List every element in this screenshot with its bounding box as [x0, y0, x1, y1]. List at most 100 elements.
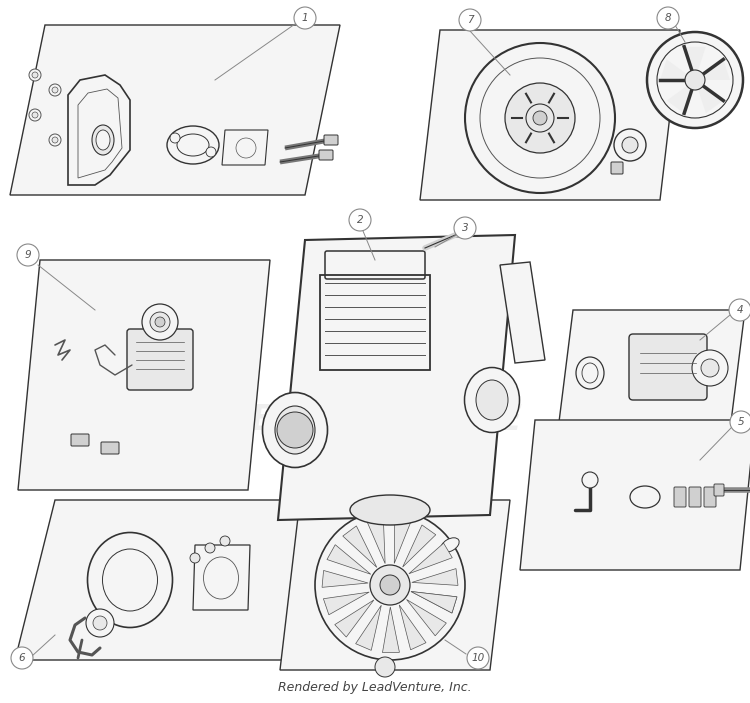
- Text: 2: 2: [357, 215, 363, 225]
- Circle shape: [526, 104, 554, 132]
- Polygon shape: [323, 592, 369, 615]
- Circle shape: [480, 58, 600, 178]
- Ellipse shape: [103, 549, 158, 611]
- Circle shape: [701, 359, 719, 377]
- Polygon shape: [327, 545, 370, 574]
- Polygon shape: [684, 46, 706, 80]
- Circle shape: [11, 647, 33, 669]
- Circle shape: [467, 647, 489, 669]
- FancyBboxPatch shape: [704, 487, 716, 507]
- Polygon shape: [356, 605, 381, 650]
- Polygon shape: [15, 500, 360, 660]
- Polygon shape: [420, 30, 680, 200]
- FancyBboxPatch shape: [325, 251, 425, 279]
- Circle shape: [155, 317, 165, 327]
- Text: 9: 9: [25, 250, 32, 260]
- Polygon shape: [411, 591, 457, 613]
- Polygon shape: [695, 80, 723, 113]
- Circle shape: [206, 147, 216, 157]
- Circle shape: [459, 9, 481, 31]
- Circle shape: [458, 226, 468, 236]
- Circle shape: [380, 575, 400, 595]
- Circle shape: [49, 84, 61, 96]
- FancyBboxPatch shape: [611, 162, 623, 174]
- Circle shape: [220, 536, 230, 546]
- Ellipse shape: [630, 486, 660, 508]
- Circle shape: [729, 299, 750, 321]
- Text: 7: 7: [466, 15, 473, 25]
- Polygon shape: [382, 607, 400, 652]
- Polygon shape: [403, 525, 436, 567]
- Polygon shape: [406, 600, 446, 636]
- Circle shape: [49, 134, 61, 146]
- Text: 4: 4: [736, 305, 743, 315]
- Text: 8: 8: [664, 13, 671, 23]
- Polygon shape: [667, 80, 695, 113]
- Polygon shape: [18, 260, 270, 490]
- Ellipse shape: [576, 357, 604, 389]
- Polygon shape: [411, 591, 457, 613]
- Ellipse shape: [177, 134, 209, 156]
- Circle shape: [622, 137, 638, 153]
- Text: 3: 3: [462, 223, 468, 233]
- Circle shape: [29, 109, 41, 121]
- Ellipse shape: [203, 557, 238, 599]
- Text: 1: 1: [302, 13, 308, 23]
- Ellipse shape: [88, 532, 172, 628]
- Polygon shape: [394, 517, 412, 563]
- Polygon shape: [334, 600, 374, 637]
- Polygon shape: [278, 235, 515, 520]
- Circle shape: [657, 42, 733, 118]
- Ellipse shape: [275, 406, 315, 454]
- Ellipse shape: [582, 363, 598, 383]
- Circle shape: [454, 217, 476, 239]
- FancyBboxPatch shape: [71, 434, 89, 446]
- Ellipse shape: [476, 380, 508, 420]
- Polygon shape: [68, 75, 130, 185]
- Polygon shape: [412, 569, 458, 586]
- Circle shape: [86, 609, 114, 637]
- Ellipse shape: [236, 138, 256, 158]
- Polygon shape: [695, 60, 730, 80]
- Polygon shape: [660, 60, 695, 80]
- Circle shape: [150, 312, 170, 332]
- Polygon shape: [193, 545, 250, 610]
- Text: Rendered by LeadVenture, Inc.: Rendered by LeadVenture, Inc.: [278, 681, 472, 695]
- Polygon shape: [520, 420, 750, 570]
- Polygon shape: [399, 605, 426, 650]
- Circle shape: [370, 565, 410, 605]
- Circle shape: [582, 472, 598, 488]
- Circle shape: [505, 83, 575, 153]
- Circle shape: [730, 411, 750, 433]
- Polygon shape: [10, 25, 340, 195]
- FancyBboxPatch shape: [674, 487, 686, 507]
- Circle shape: [277, 412, 313, 448]
- FancyBboxPatch shape: [127, 329, 193, 390]
- Circle shape: [375, 657, 395, 677]
- Ellipse shape: [92, 125, 114, 155]
- Circle shape: [349, 209, 371, 231]
- Circle shape: [142, 304, 178, 340]
- Circle shape: [17, 244, 39, 266]
- Polygon shape: [280, 500, 510, 670]
- Circle shape: [315, 510, 465, 660]
- Polygon shape: [78, 89, 122, 178]
- Ellipse shape: [350, 495, 430, 525]
- Ellipse shape: [262, 392, 328, 467]
- Circle shape: [29, 69, 41, 81]
- Circle shape: [614, 129, 646, 161]
- Circle shape: [294, 7, 316, 29]
- FancyBboxPatch shape: [629, 334, 707, 400]
- Text: 10: 10: [471, 653, 484, 663]
- Circle shape: [685, 70, 705, 90]
- Polygon shape: [222, 130, 268, 165]
- Circle shape: [205, 543, 215, 553]
- Circle shape: [657, 7, 679, 29]
- FancyBboxPatch shape: [324, 135, 338, 145]
- FancyBboxPatch shape: [689, 487, 701, 507]
- Circle shape: [190, 553, 200, 563]
- Polygon shape: [343, 526, 376, 567]
- Polygon shape: [558, 310, 745, 430]
- Circle shape: [52, 87, 58, 93]
- Ellipse shape: [464, 368, 520, 432]
